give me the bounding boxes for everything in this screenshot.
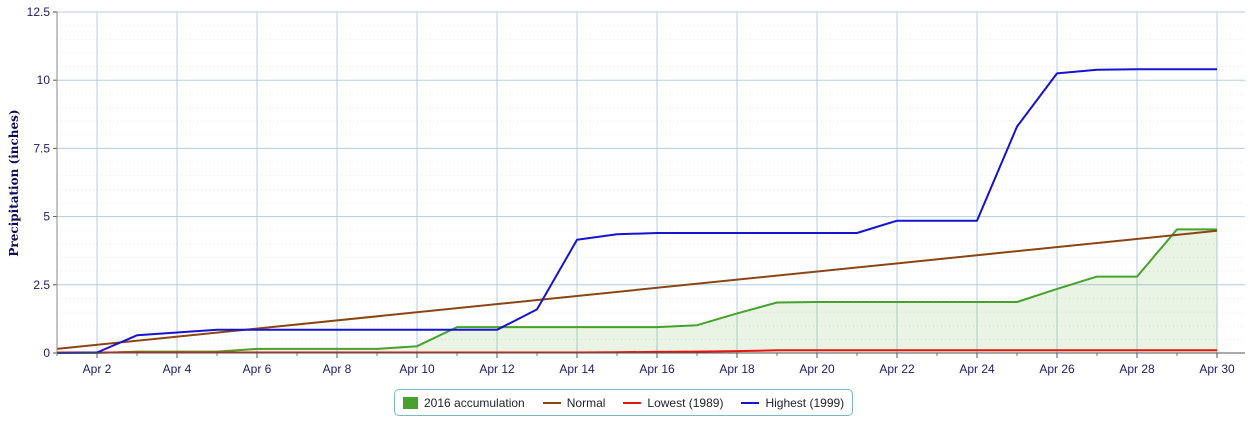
x-tick-label: Apr 20 <box>799 362 835 376</box>
x-tick-label: Apr 30 <box>1199 362 1235 376</box>
legend-item-normal[interactable]: Normal <box>542 395 606 410</box>
y-tick-label: 12.5 <box>27 5 51 19</box>
legend-label-highest: Highest (1999) <box>765 395 845 410</box>
y-tick-label: 0 <box>43 346 50 360</box>
legend-item-accumulation[interactable]: 2016 accumulation <box>403 396 525 410</box>
x-tick-label: Apr 8 <box>323 362 352 376</box>
y-tick-label: 2.5 <box>33 278 50 292</box>
y-axis-title: Precipitation (inches) <box>7 109 21 256</box>
series-line-2016-accumulation <box>57 228 1217 354</box>
y-tick-label: 5 <box>43 210 50 224</box>
legend-swatch-highest <box>741 401 760 404</box>
x-tick-label: Apr 16 <box>639 362 675 376</box>
x-tick-label: Apr 14 <box>559 362 595 376</box>
legend-label-accumulation: 2016 accumulation <box>424 395 525 410</box>
legend-label-lowest: Lowest (1989) <box>647 395 724 410</box>
legend-item-lowest[interactable]: Lowest (1989) <box>623 396 723 410</box>
x-tick-label: Apr 2 <box>83 362 112 376</box>
x-tick-label: Apr 26 <box>1039 362 1075 376</box>
legend-item-highest[interactable]: Highest (1999) <box>741 396 844 410</box>
legend-swatch-normal <box>542 401 561 404</box>
y-tick-label: 10 <box>37 73 51 87</box>
legend-swatch-lowest <box>623 401 642 404</box>
x-tick-label: Apr 4 <box>163 362 192 376</box>
x-tick-label: Apr 24 <box>959 362 995 376</box>
x-tick-label: Apr 6 <box>243 362 272 376</box>
x-tick-label: Apr 22 <box>879 362 915 376</box>
x-tick-label: Apr 10 <box>399 362 435 376</box>
chart-legend: 2016 accumulation Normal Lowest (1989) H… <box>394 389 854 416</box>
chart-axes: 0 2.5 5 7.5 10 12.5 Apr 2 Apr 4 Apr 6 Apr 8 Apr 10… <box>27 5 1245 376</box>
x-tick-label: Apr 12 <box>479 362 515 376</box>
series-area-2016-accumulation <box>57 229 1217 353</box>
series-line-highest-1999 <box>56 68 1217 354</box>
chart-grid <box>57 11 1245 354</box>
x-tick-label: Apr 28 <box>1119 362 1155 376</box>
legend-label-normal: Normal <box>566 395 606 410</box>
legend-swatch-accumulation <box>403 396 418 409</box>
x-tick-label: Apr 18 <box>719 362 755 376</box>
plot-background <box>57 12 1245 353</box>
y-tick-label: 7.5 <box>33 141 50 155</box>
